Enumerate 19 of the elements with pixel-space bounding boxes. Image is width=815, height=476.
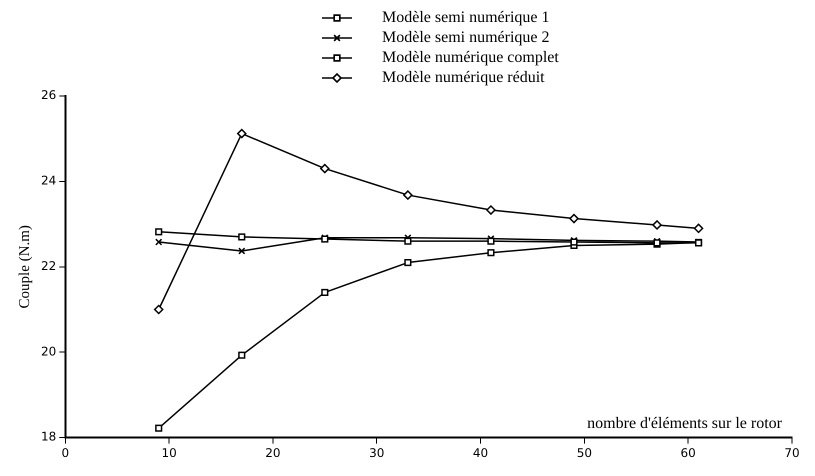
legend-label: Modèle numérique réduit [382,69,546,86]
y-tick-label: 18 [40,430,56,444]
legend-label: Modèle semi numérique 2 [382,29,550,46]
x-tick-label: 0 [61,446,70,460]
y-tick-label: 22 [40,258,56,273]
legend-label: Modèle semi numérique 1 [382,9,550,26]
x-tick-label: 10 [161,446,177,460]
x-tick-label: 40 [472,446,488,460]
legend-label: Modèle numérique complet [382,49,560,66]
x-tick-label: 30 [369,446,384,460]
x-tick-label: 70 [784,446,800,460]
x-tick-label: 50 [576,446,592,460]
y-axis-title: Couple (N.m) [16,225,33,308]
x-axis-title: nombre d'éléments sur le rotor [587,414,783,432]
y-tick-label: 26 [40,88,56,102]
x-tick-label: 20 [265,446,281,460]
y-tick-label: 24 [40,174,56,188]
x-tick-label: 60 [680,446,696,460]
y-tick-label: 20 [40,344,56,358]
